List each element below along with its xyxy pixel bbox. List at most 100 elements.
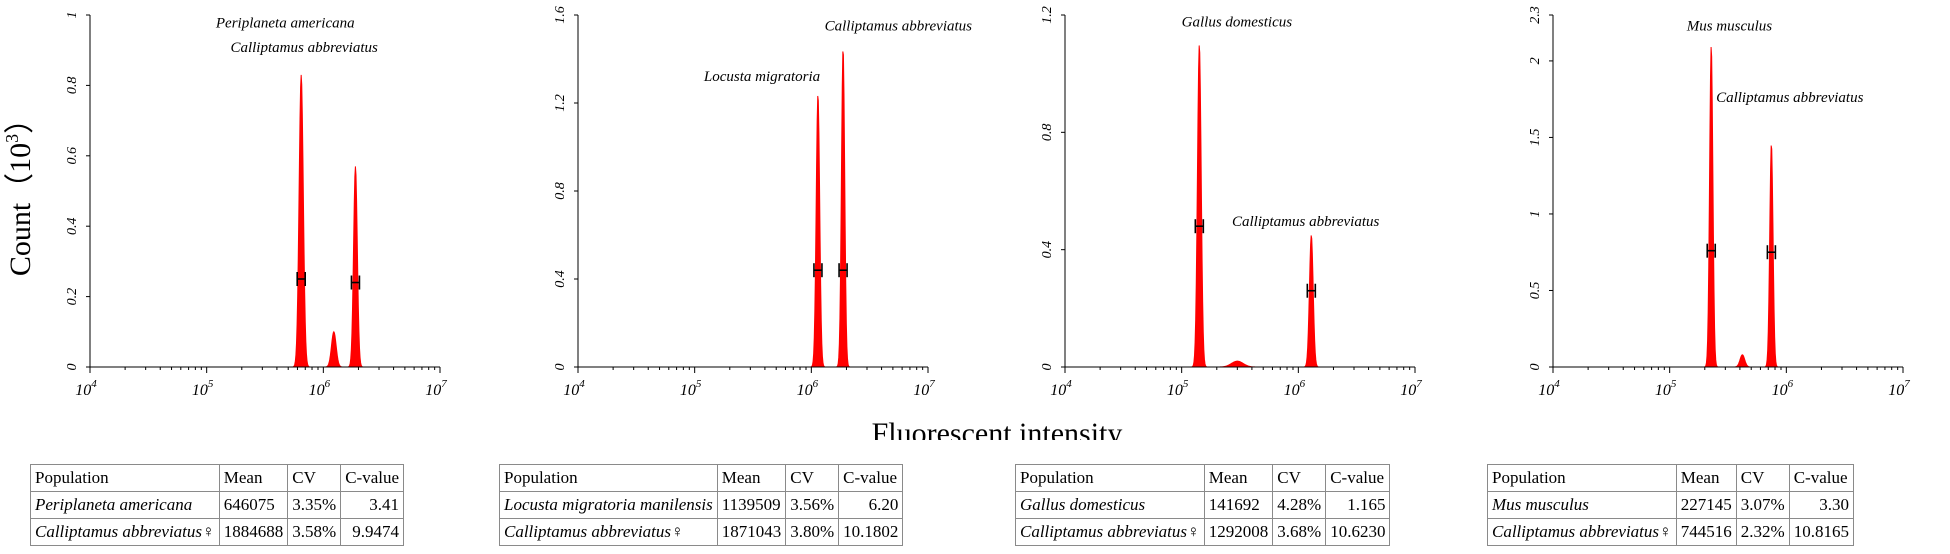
y-tick-label: 0.2 — [65, 288, 80, 306]
y-tick-label: 1 — [1528, 210, 1543, 217]
table-header-cell: CV — [287, 464, 342, 492]
table-cell: Gallus domesticus — [1015, 491, 1205, 519]
table-cell: 1884688 — [218, 518, 289, 546]
gate-marker — [1194, 219, 1205, 234]
table-cell: Calliptamus abbreviatus♀ — [499, 518, 718, 546]
table-row: Calliptamus abbreviatus♀ 744516 2.32% 10.81… — [1487, 518, 1854, 546]
x-tick-label: 104 — [1050, 378, 1072, 399]
gate-marker — [296, 272, 306, 286]
y-tick-label: 0.4 — [553, 270, 568, 288]
table-cell: Locusta migratoria manilensis — [499, 491, 718, 519]
table-header-cell: Population — [499, 464, 718, 492]
histogram-panel-1: 0 0.2 0.4 0.6 0.8 1 104 105 106 107 Periplaneta am… — [65, 12, 447, 400]
x-tick-label: 106 — [309, 378, 331, 399]
table-cell: 3.58% — [287, 518, 342, 546]
table-header-cell: Mean — [1203, 464, 1274, 492]
y-tick-label: 1.2 — [1040, 6, 1055, 24]
histogram-area — [90, 74, 440, 368]
y-tick-label: 2 — [1528, 57, 1543, 64]
y-tick-label: 0 — [553, 364, 568, 371]
y-tick-label: 0.6 — [65, 147, 80, 165]
table-cell: 3.35% — [287, 491, 342, 519]
gate-marker — [1766, 245, 1777, 260]
y-axis-label-text: Count（10 — [4, 143, 37, 276]
gate-marker — [1706, 243, 1717, 258]
y-tick-label: 0.5 — [1528, 282, 1543, 300]
y-tick-label: 0 — [1528, 364, 1543, 371]
table-header-cell: Population — [1487, 464, 1677, 492]
peak-annotation: Mus musculus — [1686, 18, 1773, 34]
x-tick-label: 106 — [1772, 378, 1794, 399]
table-header-row: Population Mean CV C-value — [499, 464, 904, 492]
table-cell: 1139509 — [716, 491, 787, 519]
y-axis-label-end: ） — [4, 104, 37, 134]
histogram-area — [578, 51, 928, 368]
table-row: Periplaneta americana 646075 3.35% 3.41 — [30, 491, 405, 519]
table-row: Mus musculus 227145 3.07% 3.30 — [1487, 491, 1854, 519]
table-header-cell: C-value — [340, 464, 405, 492]
table-header-cell: CV — [1272, 464, 1327, 492]
x-tick-label: 105 — [1167, 378, 1189, 399]
y-tick-label: 1.5 — [1528, 129, 1543, 147]
table-cell: 10.6230 — [1325, 518, 1391, 546]
table-row: Calliptamus abbreviatus♀ 1292008 3.68% 10.6… — [1015, 518, 1391, 546]
table-cell: 2.32% — [1735, 518, 1790, 546]
y-tick-label: 0.8 — [65, 77, 80, 95]
x-axis-label: Fluorescent intensity — [872, 417, 1123, 440]
stats-table-1: Population Mean CV C-value Periplaneta ameri… — [30, 464, 405, 546]
x-tick-label: 105 — [192, 378, 214, 399]
x-tick-label: 107 — [1400, 378, 1422, 399]
stats-table-2: Population Mean CV C-value Locusta migratori… — [499, 464, 904, 546]
table-header-cell: Mean — [218, 464, 289, 492]
y-tick-label: 0.8 — [1040, 124, 1055, 142]
x-tick-label: 104 — [1538, 378, 1560, 399]
y-tick-label: 1.2 — [553, 94, 568, 112]
table-header-row: Population Mean CV C-value — [30, 464, 405, 492]
x-tick-label: 107 — [913, 378, 935, 399]
table-cell: Calliptamus abbreviatus♀ — [1015, 518, 1205, 546]
table-cell: Calliptamus abbreviatus♀ — [1487, 518, 1677, 546]
x-tick-label: 105 — [680, 378, 702, 399]
table-cell: 3.56% — [785, 491, 840, 519]
table-cell: 744516 — [1675, 518, 1737, 546]
histogram-panel-2: 0 0.4 0.8 1.2 1.6 104 105 106 107 Calliptamus abb… — [553, 6, 972, 399]
table-row: Locusta migratoria manilensis 1139509 3.56… — [499, 491, 904, 519]
x-tick-label: 104 — [75, 378, 97, 399]
x-tick-label: 106 — [797, 378, 819, 399]
y-tick-label: 1 — [65, 12, 80, 19]
gate-marker — [1306, 283, 1317, 298]
y-tick-label: 0 — [1040, 364, 1055, 371]
gate-marker — [813, 263, 823, 278]
histogram-panel-3: 0 0.4 0.8 1.2 104 105 106 107 Gallus domesticus C… — [1040, 6, 1422, 399]
peak-annotation: Locusta migratoria — [703, 69, 820, 85]
table-cell: 227145 — [1675, 491, 1737, 519]
peak-annotation: Calliptamus abbreviatus — [1716, 90, 1864, 106]
table-cell: 141692 — [1203, 491, 1274, 519]
table-cell: 1871043 — [716, 518, 787, 546]
table-header-cell: C-value — [838, 464, 904, 492]
y-tick-label: 0.4 — [65, 217, 80, 235]
histogram-panels: Count（103） Fluorescent intensity 0 0.2 0.4… — [2, 6, 1910, 440]
y-tick-label: 1.6 — [553, 6, 568, 24]
y-tick-label: 0.8 — [553, 182, 568, 200]
x-tick-label: 105 — [1655, 378, 1677, 399]
peak-annotation: Periplaneta americana — [215, 15, 355, 31]
peak-annotation: Gallus domesticus — [1182, 15, 1293, 31]
table-cell: 10.1802 — [838, 518, 904, 546]
x-tick-label: 107 — [425, 378, 447, 399]
table-cell: 1292008 — [1203, 518, 1274, 546]
table-header-cell: Mean — [716, 464, 787, 492]
peak-annotation: Calliptamus abbreviatus — [825, 18, 973, 34]
x-tick-label: 106 — [1284, 378, 1306, 399]
table-cell: 646075 — [218, 491, 289, 519]
gate-marker — [350, 275, 361, 290]
table-header-row: Population Mean CV C-value — [1487, 464, 1854, 492]
table-header-cell: Population — [30, 464, 220, 492]
table-row: Calliptamus abbreviatus♀ 1884688 3.58% 9.94… — [30, 518, 405, 546]
table-header-cell: C-value — [1788, 464, 1854, 492]
table-cell: 6.20 — [838, 491, 904, 519]
y-tick-label: 0.4 — [1040, 241, 1055, 259]
table-cell: Calliptamus abbreviatus♀ — [30, 518, 220, 546]
table-row: Gallus domesticus 141692 4.28% 1.165 — [1015, 491, 1391, 519]
